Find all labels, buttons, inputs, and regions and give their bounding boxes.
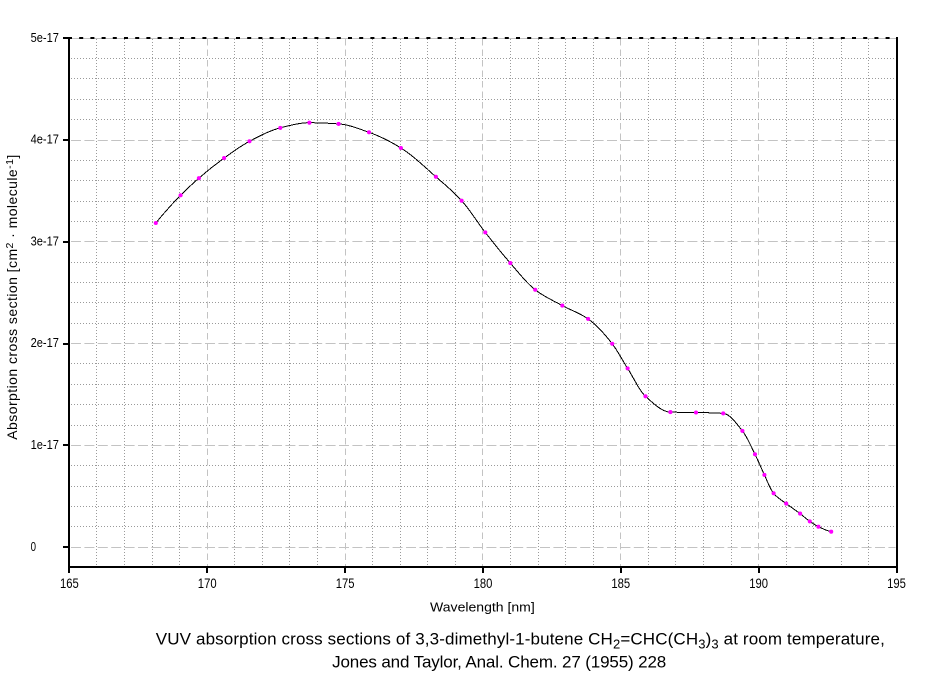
svg-text:1e-17: 1e-17 (31, 437, 59, 452)
svg-text:195: 195 (887, 575, 906, 591)
svg-text:Absorption cross section [cm2: Absorption cross section [cm2 · molecule… (4, 154, 20, 439)
svg-text:170: 170 (198, 575, 217, 591)
svg-text:165: 165 (60, 575, 79, 591)
svg-text:5e-17: 5e-17 (31, 30, 59, 45)
svg-text:185: 185 (611, 575, 630, 591)
svg-text:2e-17: 2e-17 (31, 335, 59, 350)
svg-text:Jones and Taylor, Anal. Chem.: Jones and Taylor, Anal. Chem. 27 (1955) … (332, 653, 666, 672)
svg-text:180: 180 (474, 575, 493, 591)
svg-text:Wavelength [nm]: Wavelength [nm] (430, 600, 535, 615)
svg-text:0: 0 (31, 539, 36, 554)
svg-text:VUV absorption cross sections: VUV absorption cross sections of 3,3-dim… (156, 630, 885, 652)
svg-text:190: 190 (749, 575, 768, 591)
svg-text:175: 175 (336, 575, 355, 591)
svg-text:3e-17: 3e-17 (31, 233, 59, 248)
svg-text:4e-17: 4e-17 (31, 132, 59, 147)
